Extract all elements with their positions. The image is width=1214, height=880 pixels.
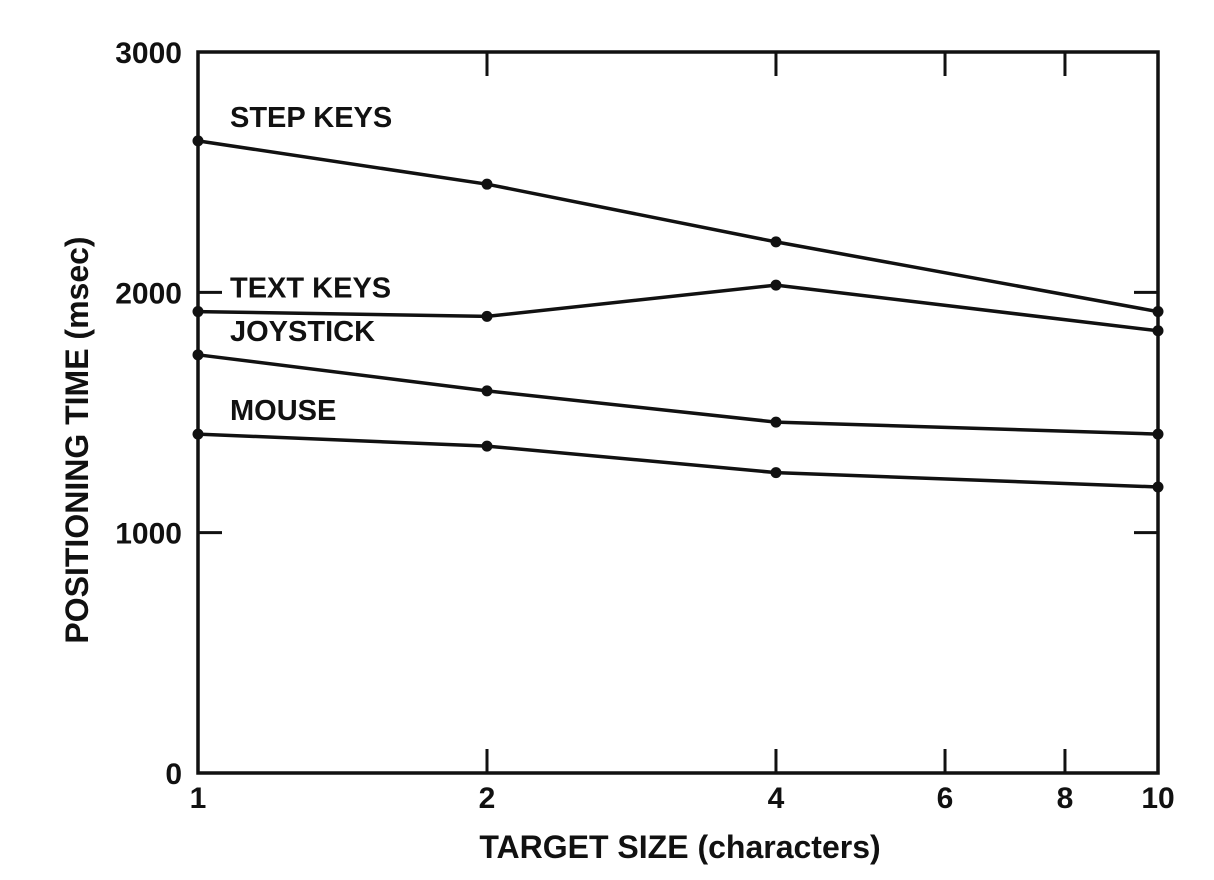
data-point-text-keys (770, 279, 782, 291)
series-label-joystick: JOYSTICK (230, 316, 375, 348)
data-point-joystick (192, 349, 204, 361)
axes (196, 50, 1160, 775)
data-point-text-keys (192, 306, 204, 318)
x-axis-title: TARGET SIZE (characters) (479, 829, 880, 865)
series-line-text-keys (197, 283, 1159, 333)
plot-frame (196, 50, 1160, 775)
data-point-step-keys (192, 135, 204, 147)
data-point-joystick (770, 416, 782, 428)
x-tick-label: 6 (937, 782, 954, 815)
x-tick-label: 10 (1141, 782, 1174, 815)
data-point-step-keys (1152, 306, 1164, 318)
series-labels: STEP KEYS TEXT KEYS JOYSTICK MOUSE (230, 102, 392, 427)
y-tick-label: 3000 (115, 37, 182, 70)
series-label-text-keys: TEXT KEYS (230, 273, 391, 305)
data-point-mouse (192, 428, 204, 440)
series-label-mouse: MOUSE (230, 395, 336, 427)
data-point-text-keys (1152, 325, 1164, 337)
axis-ticks: 1 2 4 6 8 10 0 1000 2000 3000 (115, 37, 1174, 815)
x-tick-label: 8 (1057, 782, 1074, 815)
y-tick-label: 2000 (115, 277, 182, 310)
series-lines (192, 135, 1164, 493)
data-point-step-keys (481, 178, 493, 190)
x-tick-label: 2 (479, 782, 496, 815)
data-point-step-keys (770, 236, 782, 248)
series-line-joystick (197, 353, 1159, 436)
y-axis-title: POSITIONING TIME (msec) (59, 236, 95, 643)
y-tick-label: 1000 (115, 518, 182, 551)
data-point-mouse (770, 467, 782, 479)
data-point-joystick (1152, 428, 1164, 440)
data-point-text-keys (481, 310, 493, 322)
x-tick-label: 1 (190, 782, 207, 815)
data-point-mouse (481, 440, 493, 452)
data-point-joystick (481, 385, 493, 397)
series-line-step-keys (197, 139, 1159, 314)
y-tick-label: 0 (165, 758, 182, 791)
data-point-mouse (1152, 481, 1164, 493)
series-label-step-keys: STEP KEYS (230, 102, 392, 134)
series-line-mouse (197, 432, 1159, 489)
x-tick-label: 4 (768, 782, 785, 815)
